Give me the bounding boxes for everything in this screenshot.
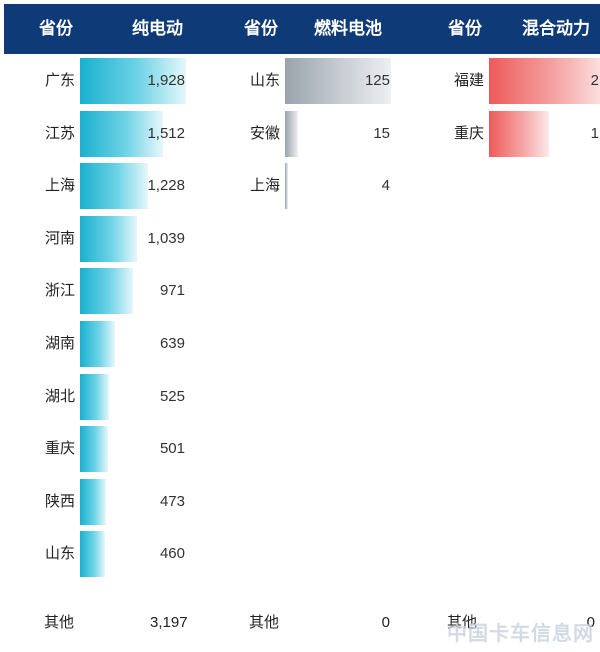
ev-province-label: 湖北	[44, 387, 75, 405]
fuel-cell-bar	[285, 110, 298, 157]
hybrid-chart-panel: 福建 2 重庆 1	[444, 56, 600, 652]
ev-value-label: 1,228	[147, 177, 185, 195]
ev-row: 河南 1,039	[35, 214, 195, 264]
watermark-logo: 中国卡车信息网	[447, 623, 594, 645]
hybrid-province-label: 福建	[453, 72, 484, 89]
header-province-1: 省份	[39, 19, 73, 38]
ev-row: 重庆 501	[35, 424, 195, 474]
header-hybrid: 混合动力	[522, 19, 590, 38]
ev-bar	[80, 163, 148, 210]
ev-value-label: 525	[159, 387, 185, 405]
ev-value-label: 473	[159, 492, 185, 510]
ev-value-label: 501	[159, 440, 185, 458]
other-label-hybrid: 其他	[447, 614, 478, 631]
fuel-cell-province-label: 安徽	[249, 124, 280, 142]
other-label-ev: 其他	[44, 614, 75, 631]
ev-province-label: 河南	[44, 229, 75, 247]
ev-value-label: 460	[159, 545, 185, 563]
ev-row: 广东 1,928	[35, 56, 195, 106]
ev-bar	[80, 478, 106, 525]
ev-chart-panel: 广东 1,928 江苏 1,512 上海 1,228 河南 1,039 浙江 971 湖南 639 湖北…	[35, 56, 195, 652]
fuel-cell-value-label: 4	[381, 177, 390, 195]
ev-bar	[80, 426, 108, 473]
ev-value-label: 971	[159, 282, 185, 300]
ev-province-label: 重庆	[44, 440, 75, 458]
other-value-ev: 3,197	[150, 614, 188, 631]
hybrid-row: 福建 2	[444, 56, 600, 106]
ev-province-label: 山东	[44, 545, 75, 563]
ev-row: 湖北 525	[35, 372, 195, 422]
fuel-cell-value-label: 15	[373, 124, 390, 142]
ev-province-label: 陕西	[44, 492, 75, 510]
header-province-2: 省份	[244, 19, 278, 38]
hybrid-value-label: 2	[590, 72, 599, 89]
ev-row: 浙江 971	[35, 266, 195, 316]
fuel-cell-province-label: 上海	[249, 177, 280, 195]
fuel-cell-row: 安徽 15	[240, 109, 400, 159]
fuel-cell-province-label: 山东	[249, 72, 280, 89]
ev-bar	[80, 58, 186, 104]
table-header: 省份 纯电动 省份 燃料电池 省份 混合动力	[4, 4, 600, 54]
header-fuel-cell: 燃料电池	[314, 19, 382, 38]
fuel-cell-bar	[285, 58, 391, 104]
ev-province-label: 湖南	[44, 335, 75, 352]
hybrid-row: 重庆 1	[444, 109, 600, 159]
ev-bar	[80, 215, 138, 262]
ev-value-label: 1,512	[147, 124, 185, 142]
ev-bar	[80, 110, 164, 157]
header-ev: 纯电动	[132, 19, 183, 38]
ev-value-label: 1,039	[147, 229, 185, 247]
ev-province-label: 浙江	[44, 282, 75, 300]
ev-row: 陕西 473	[35, 477, 195, 527]
fuel-cell-row: 山东 125	[240, 56, 400, 106]
ev-row: 山东 460	[35, 529, 195, 579]
ev-province-label: 广东	[44, 72, 75, 89]
other-value-fuel-cell: 0	[381, 614, 390, 631]
fuel-cell-bar	[285, 163, 289, 210]
ev-row: 湖南 639	[35, 319, 195, 369]
ev-bar	[80, 268, 134, 315]
ev-province-label: 上海	[44, 177, 75, 195]
ev-value-label: 639	[159, 335, 185, 352]
ev-row: 江苏 1,512	[35, 109, 195, 159]
fuel-cell-value-label: 125	[364, 72, 390, 89]
ev-bar	[80, 321, 116, 367]
fuel-cell-row: 上海 4	[240, 161, 400, 211]
hybrid-bar	[489, 58, 600, 104]
other-value-hybrid: 0	[586, 614, 595, 631]
ev-row: 上海 1,228	[35, 161, 195, 211]
fuel-cell-chart-panel: 山东 125 安徽 15 上海 4	[240, 56, 400, 652]
ev-bar	[80, 531, 106, 578]
hybrid-value-label: 1	[590, 124, 599, 142]
header-province-3: 省份	[448, 19, 482, 38]
hybrid-province-label: 重庆	[453, 124, 484, 142]
ev-bar	[80, 373, 109, 420]
hybrid-bar	[489, 110, 549, 157]
other-label-fuel-cell: 其他	[249, 614, 280, 631]
ev-value-label: 1,928	[147, 72, 185, 89]
ev-province-label: 江苏	[44, 124, 75, 142]
